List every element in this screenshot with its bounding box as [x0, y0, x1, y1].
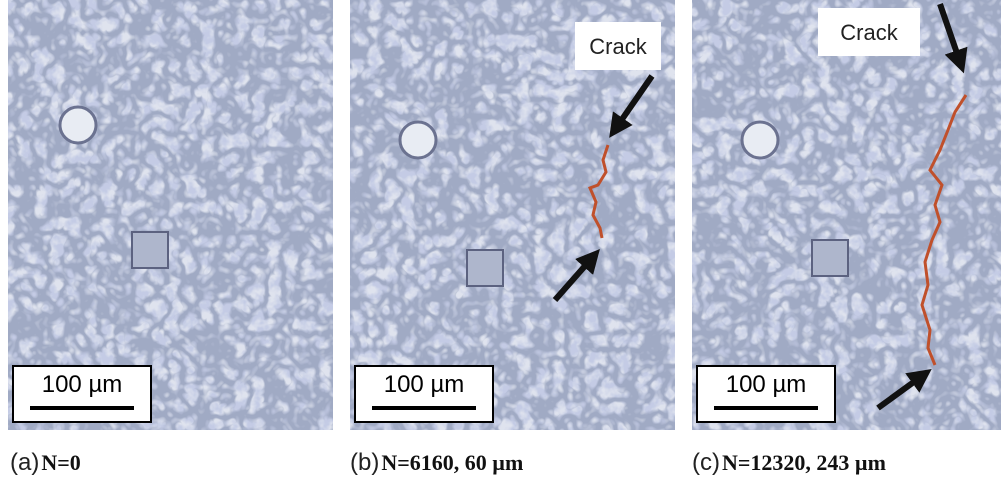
figure: 100 µm (a)N=0 Crack 100 µm (b)N=6160, 60…	[0, 0, 1001, 478]
scale-label: 100 µm	[384, 371, 465, 398]
panel-c: Crack 100 µm (c)N=12320, 243 µm	[692, 0, 1001, 476]
caption-letter: (a)	[10, 449, 39, 476]
caption: (b)N=6160, 60 µm	[350, 449, 523, 476]
particle	[742, 122, 778, 158]
crack-label: Crack	[840, 20, 898, 45]
caption-text: N=0	[41, 450, 80, 475]
caption-letter: (c)	[692, 449, 720, 476]
scale-label: 100 µm	[726, 371, 807, 398]
particle	[467, 250, 503, 286]
scale-label: 100 µm	[42, 371, 123, 398]
particle	[132, 232, 168, 268]
particle	[812, 240, 848, 276]
crack-label: Crack	[589, 34, 647, 59]
particle	[400, 122, 436, 158]
caption: (c)N=12320, 243 µm	[692, 449, 886, 476]
caption-text: N=12320, 243 µm	[722, 450, 886, 475]
caption: (a)N=0	[10, 449, 81, 476]
panel-b: Crack 100 µm (b)N=6160, 60 µm	[350, 0, 675, 476]
particle	[60, 107, 96, 143]
panel-a: 100 µm (a)N=0	[8, 0, 333, 476]
caption-text: N=6160, 60 µm	[381, 450, 523, 475]
caption-letter: (b)	[350, 449, 379, 476]
